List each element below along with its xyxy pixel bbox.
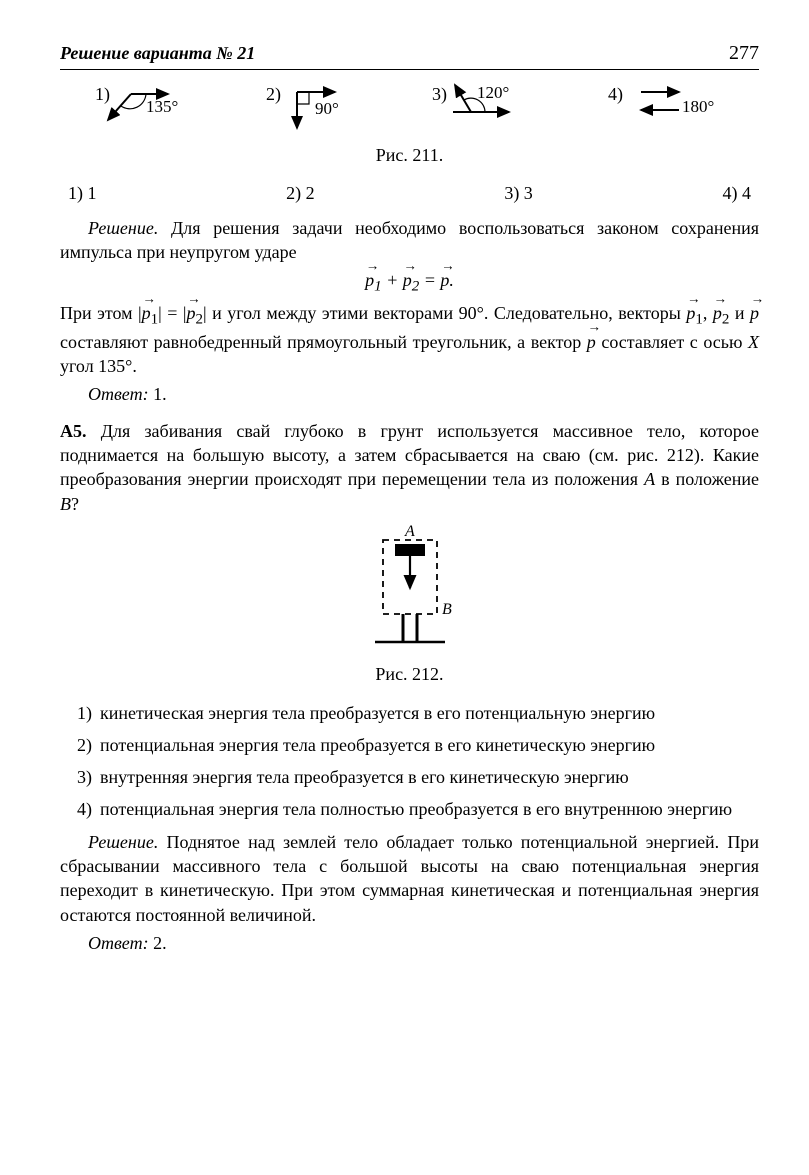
solution-2-text: Поднятое над землей тело обладает только… [60, 832, 759, 925]
vec-p2-t: p [713, 301, 722, 325]
s1-p2e: и [729, 303, 750, 323]
axis-x: X [748, 332, 759, 352]
figure-212-caption: Рис. 212. [60, 662, 759, 686]
answer-options-row: 1) 1 2) 2 3) 3 4) 4 [60, 181, 759, 205]
answer-2: Ответ: 2. [60, 931, 759, 955]
s1-p2b: | = | [158, 303, 186, 323]
figure-211-row: 1) 135° 2) 90° 3) [60, 82, 759, 137]
angle-label-1: 135° [146, 97, 178, 116]
solution-1-text-1: Для решения задачи необходимо воспользов… [60, 218, 759, 262]
page-header: Решение варианта № 21 277 [60, 40, 759, 70]
eq-equals: = [419, 270, 440, 290]
list-item: 2) потенциальная энергия тела преобразуе… [60, 733, 759, 757]
answer-2-value: 2. [149, 933, 167, 953]
option-1: 1) 1 [68, 181, 97, 205]
list-item: 4) потенциальная энергия тела полностью … [60, 797, 759, 821]
diagram-135-icon: 135° [116, 82, 196, 137]
diagram-90-icon: 90° [287, 82, 362, 137]
pile-driver-icon: A B [355, 530, 465, 650]
list-num-3: 3) [60, 765, 100, 789]
task-a5-A: A [644, 469, 655, 489]
list-item: 3) внутренняя энергия тела преобразуется… [60, 765, 759, 789]
list-num-1: 1) [60, 701, 100, 725]
task-a5-B: B [60, 494, 71, 514]
sub-1: 1 [374, 279, 382, 295]
figure-212: A B Рис. 212. [60, 530, 759, 687]
vec-p1-t: p [686, 301, 695, 325]
task-a5-label: А5. [60, 421, 87, 441]
header-title: Решение варианта № 21 [60, 41, 255, 65]
solution-1-paragraph-2: При этом |p1| = |p2| и угол между этими … [60, 301, 759, 378]
a5-options-list: 1) кинетическая энергия тела преобразует… [60, 701, 759, 822]
list-num-2: 2) [60, 733, 100, 757]
figure-211-num-2: 2) [266, 82, 281, 106]
vec-p-t2: p [587, 330, 596, 354]
a5-option-2: потенциальная энергия тела преобразуется… [100, 733, 759, 757]
s1-p2d: , [703, 303, 713, 323]
a5-option-4: потенциальная энергия тела полностью пре… [100, 797, 759, 821]
list-num-4: 4) [60, 797, 100, 821]
s1-p2c: | и угол между этими векторами 90°. След… [203, 303, 686, 323]
angle-label-3: 120° [477, 83, 509, 102]
figure-211-item-4: 4) 180° [608, 82, 724, 127]
vec-p2: p [403, 268, 412, 292]
task-a5-mid: в положение [655, 469, 759, 489]
s1-p2g: составляет с осью [596, 332, 748, 352]
figure-211-caption: Рис. 211. [60, 143, 759, 167]
figure-211-num-3: 3) [432, 82, 447, 106]
list-item: 1) кинетическая энергия тела преобразует… [60, 701, 759, 725]
diagram-180-icon: 180° [629, 82, 724, 127]
figure-212-label-A: A [404, 523, 415, 540]
vec-p2-abs: p [187, 301, 196, 325]
s1-p2h: угол 135°. [60, 356, 137, 376]
s1-p2a: При этом | [60, 303, 142, 323]
s1-p2f: составляют равнобедренный прямоугольный … [60, 332, 587, 352]
task-a5-q: ? [71, 494, 79, 514]
vec-p1: p [365, 268, 374, 292]
equation-momentum: p1 + p2 = p. [60, 268, 759, 297]
solution-2-label: Решение. [88, 832, 158, 852]
a5-option-3: внутренняя энергия тела преобразуется в … [100, 765, 759, 789]
answer-2-label: Ответ: [88, 933, 149, 953]
angle-label-2: 90° [315, 99, 339, 118]
solution-label: Решение. [88, 218, 158, 238]
header-page-number: 277 [729, 40, 759, 67]
eq-plus: + [382, 270, 403, 290]
answer-1-value: 1. [149, 384, 167, 404]
figure-211-num-4: 4) [608, 82, 623, 106]
figure-211-item-3: 3) 120° [432, 82, 538, 132]
figure-211-item-2: 2) 90° [266, 82, 362, 137]
answer-1: Ответ: 1. [60, 382, 759, 406]
task-a5: А5. Для забивания свай глубоко в грунт и… [60, 419, 759, 516]
vec-p-t: p [750, 301, 759, 325]
a5-option-1: кинетическая энергия тела преобразуется … [100, 701, 759, 725]
angle-label-4: 180° [682, 97, 714, 116]
figure-212-label-B: B [442, 601, 452, 618]
diagram-120-icon: 120° [453, 82, 538, 132]
solution-2: Решение. Поднятое над землей тело облада… [60, 830, 759, 927]
figure-211-num-1: 1) [95, 82, 110, 106]
vec-p: p [440, 268, 449, 292]
answer-1-label: Ответ: [88, 384, 149, 404]
option-3: 3) 3 [504, 181, 533, 205]
option-2: 2) 2 [286, 181, 315, 205]
option-4: 4) 4 [722, 181, 751, 205]
vec-p1-abs: p [142, 301, 151, 325]
figure-211-item-1: 1) 135° [95, 82, 196, 137]
